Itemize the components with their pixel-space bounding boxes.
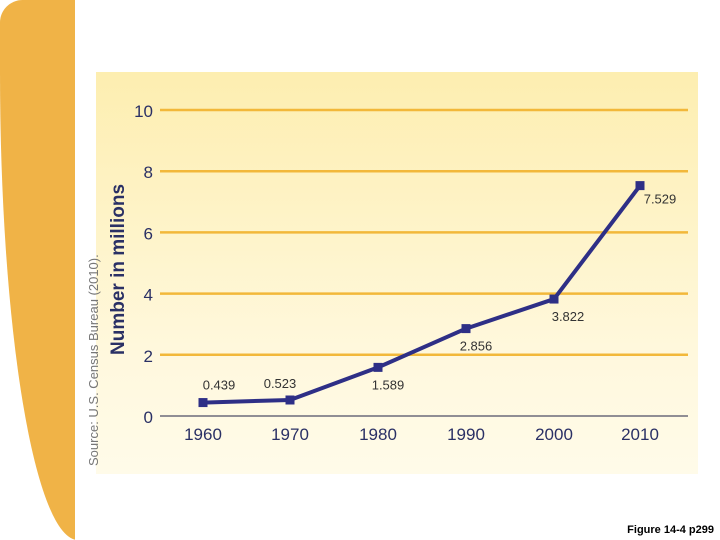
y-tick-label-2: 2 bbox=[144, 347, 153, 366]
y-axis-label: Number in millions bbox=[108, 183, 129, 355]
x-tick-label-1980: 1980 bbox=[359, 425, 397, 444]
data-label-2010: 7.529 bbox=[644, 192, 677, 207]
data-label-1970: 0.523 bbox=[264, 376, 297, 391]
y-tick-label-0: 0 bbox=[144, 408, 153, 427]
y-tick-label-8: 8 bbox=[144, 163, 153, 182]
data-point-1990 bbox=[461, 324, 471, 334]
x-tick-label-1990: 1990 bbox=[447, 425, 485, 444]
y-tick-label-6: 6 bbox=[144, 224, 153, 243]
x-tick-label-2000: 2000 bbox=[535, 425, 573, 444]
y-tick-label-10: 10 bbox=[134, 102, 153, 121]
figure-caption: Figure 14-4 p299 bbox=[627, 524, 714, 536]
side-band-divider bbox=[75, 0, 79, 540]
data-label-2000: 3.822 bbox=[552, 309, 585, 324]
data-label-1980: 1.589 bbox=[372, 377, 405, 392]
x-tick-label-1960: 1960 bbox=[184, 425, 222, 444]
source-note: Source: U.S. Census Bureau (2010). bbox=[86, 254, 101, 466]
y-tick-label-4: 4 bbox=[144, 286, 153, 305]
data-point-1980 bbox=[373, 362, 383, 372]
data-label-1960: 0.439 bbox=[203, 378, 236, 393]
data-point-1960 bbox=[198, 398, 208, 408]
chart-panel bbox=[96, 72, 698, 474]
series-line bbox=[201, 183, 642, 405]
data-point-2000 bbox=[549, 294, 559, 304]
data-label-1990: 2.856 bbox=[460, 339, 493, 354]
x-tick-label-1970: 1970 bbox=[271, 425, 309, 444]
data-point-2010 bbox=[635, 181, 645, 191]
data-point-1970 bbox=[285, 395, 295, 405]
x-tick-label-2010: 2010 bbox=[621, 425, 659, 444]
